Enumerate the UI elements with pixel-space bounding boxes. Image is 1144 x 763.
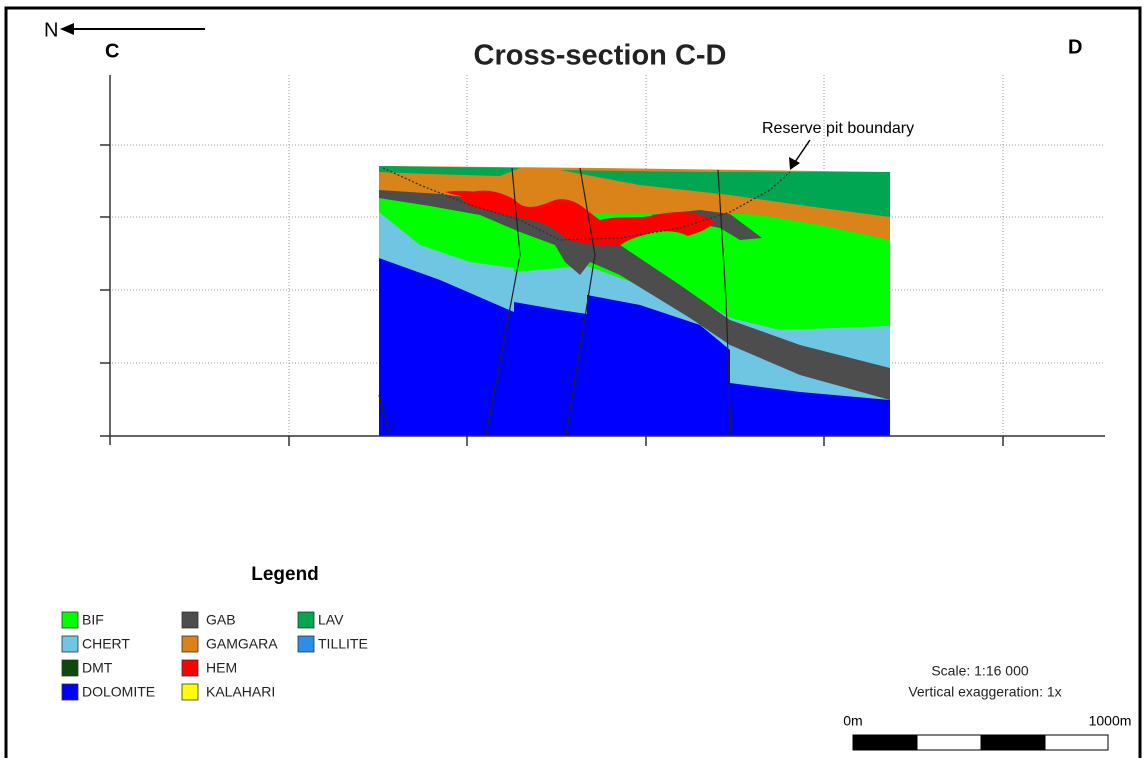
legend-swatch — [182, 660, 198, 676]
scale-segment — [917, 735, 981, 750]
legend-swatch — [182, 684, 198, 700]
right-label: D — [1068, 36, 1082, 58]
legend-swatch — [298, 636, 314, 652]
page: N C D Cross-section C-D — [0, 0, 1144, 758]
legend-swatch — [62, 612, 78, 628]
scale-end: 1000m — [1089, 713, 1132, 729]
scale-segment — [981, 735, 1045, 750]
legend-label: HEM — [206, 660, 237, 676]
scale-exaggeration: Vertical exaggeration: 1x — [908, 684, 1061, 700]
scale-segment — [1045, 735, 1108, 750]
legend-label: GAB — [206, 612, 236, 628]
legend-swatch — [62, 684, 78, 700]
legend-swatch — [62, 660, 78, 676]
scale-segment — [853, 735, 917, 750]
left-label: C — [105, 40, 119, 62]
legend-swatch — [298, 612, 314, 628]
annotation: Reserve pit boundary — [762, 120, 914, 137]
legend-label: BIF — [82, 612, 104, 628]
legend-label: GAMGARA — [206, 636, 278, 652]
legend-label: DMT — [82, 660, 113, 676]
legend-swatch — [182, 636, 198, 652]
legend-label: DOLOMITE — [82, 684, 155, 700]
legend-label: TILLITE — [318, 636, 368, 652]
legend-label: CHERT — [82, 636, 130, 652]
title: Cross-section C-D — [474, 40, 727, 72]
legend-label: KALAHARI — [206, 684, 275, 700]
scale-bar — [853, 735, 1108, 750]
scale-ratio: Scale: 1:16 000 — [931, 663, 1029, 679]
scale-start: 0m — [843, 713, 862, 729]
legend-swatch — [182, 612, 198, 628]
legend-swatch — [62, 636, 78, 652]
cross-section — [379, 166, 890, 436]
north-label: N — [44, 19, 58, 41]
legend-title: Legend — [251, 564, 319, 585]
legend-label: LAV — [318, 612, 344, 628]
